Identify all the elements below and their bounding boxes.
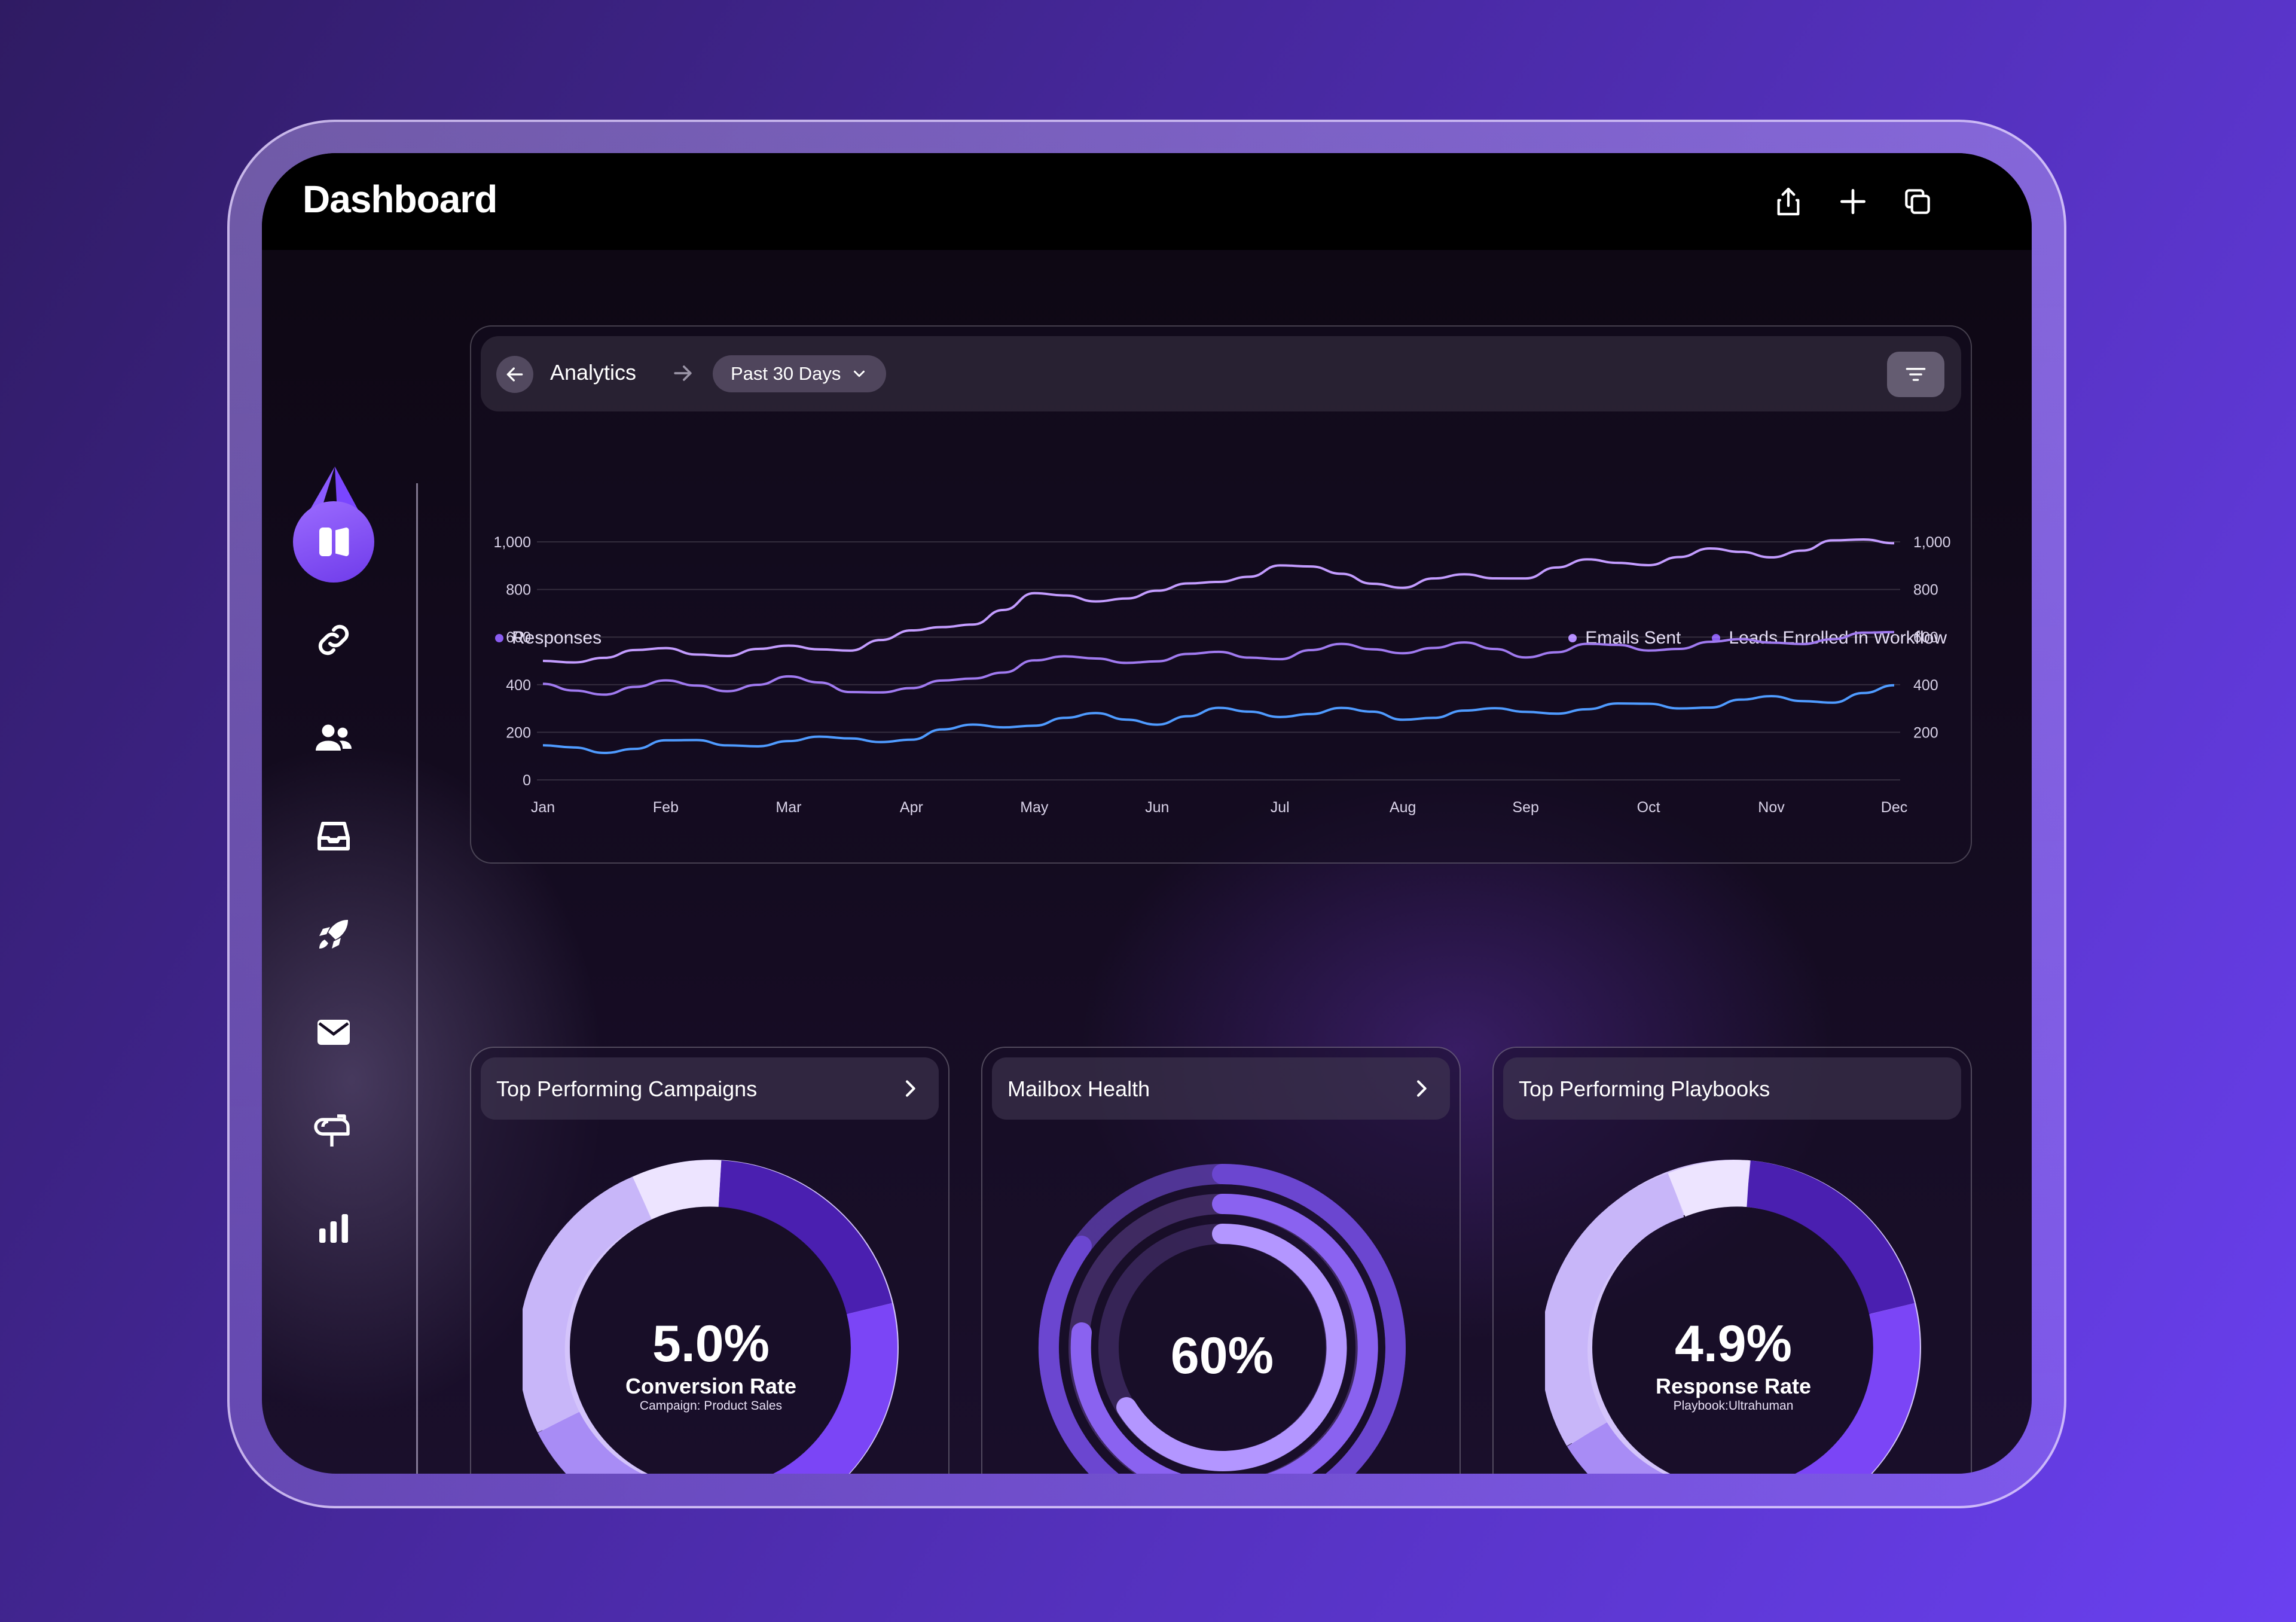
- app-screen: Dashboard: [262, 153, 2032, 1474]
- page-title: Dashboard: [303, 178, 497, 221]
- sidebar-item-email[interactable]: [293, 992, 374, 1073]
- x-tick: Aug: [1390, 799, 1416, 816]
- response-label: Response Rate: [1655, 1374, 1812, 1398]
- response-sub: Playbook:Ultrahuman: [1673, 1399, 1794, 1413]
- conversion-label: Conversion Rate: [625, 1374, 797, 1398]
- arrow-right-icon: [674, 365, 692, 381]
- card-title: Top Performing Campaigns: [496, 1077, 758, 1101]
- card-header[interactable]: Mailbox Health: [992, 1057, 1450, 1120]
- conversion-value: 5.0%: [652, 1315, 770, 1373]
- mailbox-health-value: 60%: [1170, 1327, 1274, 1385]
- mailbox-icon: [314, 1114, 350, 1147]
- y-tick-left: 400: [506, 677, 531, 694]
- donut-center: 4.9% Response Rate Playbook:Ultrahuman: [1545, 1315, 1922, 1413]
- y-tick-left: 600: [506, 629, 531, 646]
- donut-center: 60%: [1034, 1327, 1410, 1386]
- y-tick-left: 200: [506, 724, 531, 741]
- x-tick: Jul: [1271, 799, 1290, 816]
- x-tick: May: [1020, 799, 1049, 816]
- y-tick-right: 400: [1913, 677, 1938, 694]
- sidebar-item-dashboard[interactable]: [293, 501, 374, 583]
- card-top-campaigns: Top Performing Campaigns 5.0% Conversion…: [470, 1047, 949, 1474]
- sidebar-item-contacts[interactable]: [293, 697, 374, 779]
- filter-button[interactable]: [1887, 352, 1944, 397]
- x-tick: Apr: [900, 799, 923, 816]
- response-value: 4.9%: [1674, 1315, 1793, 1373]
- top-actions: [1770, 183, 1936, 220]
- link-icon: [318, 624, 349, 655]
- sidebar-item-mailbox[interactable]: [293, 1090, 374, 1171]
- legend-dot: [495, 634, 503, 642]
- card-header[interactable]: Top Performing Campaigns: [481, 1057, 939, 1120]
- users-icon: [316, 724, 352, 751]
- filter-icon: [1906, 368, 1926, 381]
- series-line-0: [542, 538, 1895, 664]
- x-tick: Feb: [653, 799, 679, 816]
- x-tick: Jan: [531, 799, 555, 816]
- inbox-icon: [317, 822, 350, 850]
- analytics-toolbar: Analytics Past 30 Days: [481, 336, 1961, 411]
- share-icon[interactable]: [1770, 183, 1807, 220]
- series-line-1: [542, 630, 1895, 696]
- top-bar: Dashboard: [262, 153, 2032, 250]
- rocket-icon: [319, 920, 348, 949]
- bar-chart-icon: [319, 1214, 348, 1243]
- legend-dot: [1568, 634, 1577, 642]
- x-tick: Oct: [1637, 799, 1660, 816]
- chevron-down-icon: [854, 370, 865, 377]
- series-line-2: [542, 684, 1895, 754]
- y-tick-right: 600: [1913, 629, 1938, 646]
- sidebar-divider: [416, 483, 418, 1474]
- donut-center: 5.0% Conversion Rate Campaign: Product S…: [523, 1315, 899, 1413]
- y-tick-left: 800: [506, 582, 531, 599]
- analytics-card: Analytics Past 30 Days Responses Ema: [470, 325, 1972, 864]
- sidebar-item-reports[interactable]: [293, 1188, 374, 1269]
- chevron-right-icon[interactable]: [898, 1077, 922, 1100]
- sidebar-item-inbox[interactable]: [293, 795, 374, 877]
- card-mailbox-health: Mailbox Health 60%: [981, 1047, 1461, 1474]
- response-donut: [1545, 1160, 1921, 1474]
- y-tick-right: 200: [1913, 724, 1938, 741]
- sidebar-item-campaigns[interactable]: [293, 894, 374, 975]
- x-tick: Sep: [1512, 799, 1538, 816]
- mail-icon: [317, 1020, 350, 1045]
- x-tick: Dec: [1881, 799, 1907, 816]
- arrow-left-icon: [506, 367, 523, 382]
- card-header[interactable]: Top Performing Playbooks: [1503, 1057, 1961, 1120]
- card-title: Mailbox Health: [1007, 1077, 1150, 1101]
- copy-icon[interactable]: [1899, 183, 1936, 220]
- conversion-sub: Campaign: Product Sales: [639, 1399, 783, 1413]
- x-tick: Jun: [1145, 799, 1169, 816]
- x-tick: Mar: [775, 799, 801, 816]
- y-tick-left: 0: [523, 772, 531, 789]
- dashboard-icon: [319, 528, 349, 556]
- legend-responses: Responses: [495, 628, 602, 648]
- y-tick-left: 1,000: [493, 534, 531, 551]
- date-range-label: Past 30 Days: [731, 363, 841, 384]
- card-top-playbooks: Top Performing Playbooks 4.9% Response R…: [1492, 1047, 1972, 1474]
- card-title: Top Performing Playbooks: [1519, 1077, 1770, 1101]
- chevron-right-icon[interactable]: [1409, 1077, 1433, 1100]
- plus-icon[interactable]: [1834, 183, 1871, 220]
- y-tick-right: 800: [1913, 582, 1938, 599]
- date-range-dropdown[interactable]: Past 30 Days: [713, 355, 887, 392]
- mailbox-health-rings: [1038, 1164, 1406, 1474]
- legend-label: Responses: [512, 628, 602, 648]
- y-tick-right: 1,000: [1913, 534, 1951, 551]
- sidebar-item-links[interactable]: [293, 599, 374, 681]
- x-tick: Nov: [1758, 799, 1785, 816]
- breadcrumb-analytics[interactable]: Analytics: [550, 360, 637, 385]
- back-button[interactable]: [496, 356, 533, 393]
- conversion-donut: [523, 1160, 899, 1474]
